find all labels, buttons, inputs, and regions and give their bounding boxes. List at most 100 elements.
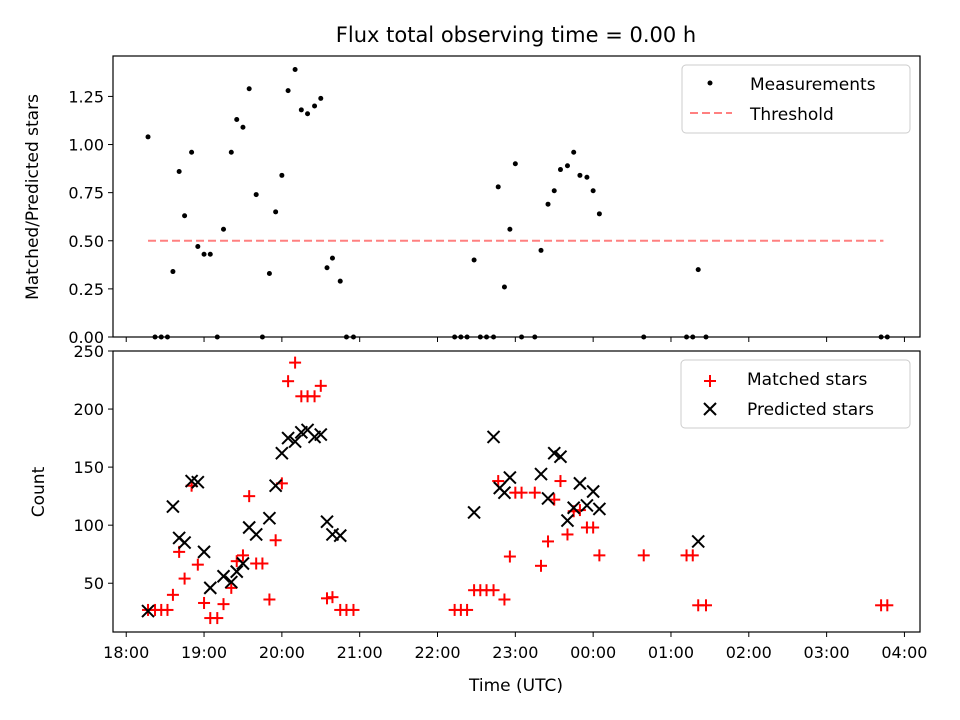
top-ytick-label: 0.75	[68, 184, 104, 203]
legend-measurements-marker	[707, 80, 713, 86]
matched-star-point	[881, 599, 894, 612]
bottom-axes-frame	[112, 350, 921, 633]
measurement-point	[207, 251, 213, 257]
measurement-point	[695, 267, 701, 273]
predicted-star-point	[166, 499, 180, 514]
matched-star-point	[236, 549, 249, 562]
xtick-label: 01:00	[648, 643, 694, 662]
measurement-point	[246, 86, 252, 92]
matched-star-point	[542, 535, 555, 548]
predicted-star-point	[275, 446, 289, 460]
matched-star-point	[198, 596, 211, 609]
predicted-star-point	[230, 564, 244, 579]
predicted-star-point	[177, 535, 192, 550]
matched-star-point	[593, 549, 606, 562]
measurement-point	[329, 255, 335, 261]
predicted-star-point	[560, 513, 575, 528]
legend-measurements-label: Measurements	[750, 75, 876, 95]
predicted-star-point	[216, 569, 231, 583]
measurement-point	[571, 149, 577, 155]
predicted-star-point	[288, 434, 302, 449]
bottom-panel: 50 100 150 200 250 18:00 19:00 20:00 21:00 22:00…	[29, 342, 927, 696]
measurement-point	[305, 111, 311, 117]
xtick-label: 21:00	[337, 643, 383, 662]
matched-star-point	[347, 603, 360, 616]
top-ytick-label: 1.25	[68, 87, 104, 106]
legend-matched-marker	[704, 375, 716, 387]
top-panel: 0.00 0.25 0.50 0.75 1.00 1.25 Matched/Predict…	[23, 55, 921, 347]
measurement-point	[176, 168, 182, 174]
legend-predicted-marker	[703, 402, 717, 416]
xtick-label: 23:00	[492, 643, 538, 662]
matched-star-point	[686, 549, 699, 562]
matched-star-point	[699, 599, 712, 612]
matched-star-point	[535, 559, 548, 572]
matched-star-point	[308, 390, 321, 403]
matched-star-point	[561, 528, 574, 541]
xtick-label: 18:00	[103, 643, 149, 662]
top-data-layer	[145, 66, 890, 340]
bottom-legend: Matched stars Predicted stars	[680, 359, 911, 429]
bottom-ytick-label: 100	[73, 516, 104, 535]
matched-star-point	[554, 475, 567, 488]
legend-matched-label: Matched stars	[747, 370, 867, 390]
measurement-point	[545, 201, 551, 207]
top-axes-frame	[112, 55, 921, 338]
measurement-point	[221, 226, 227, 232]
xtick-label: 00:00	[570, 643, 616, 662]
measurement-point	[170, 269, 176, 275]
measurement-point	[471, 257, 477, 263]
predicted-star-point	[691, 534, 705, 549]
measurement-point	[201, 251, 207, 257]
matched-star-point	[225, 581, 238, 594]
legend-threshold-label: Threshold	[749, 105, 834, 125]
top-ytick-label: 0.50	[68, 232, 104, 251]
measurement-point	[273, 209, 279, 215]
bottom-ytick-label: 200	[73, 400, 104, 419]
top-y-ticks: 0.00 0.25 0.50 0.75 1.00 1.25	[68, 87, 113, 347]
predicted-star-point	[573, 476, 587, 491]
matched-star-point	[487, 584, 500, 597]
matched-star-point	[166, 588, 179, 601]
measurement-point	[234, 117, 240, 123]
predicted-star-point	[197, 545, 211, 559]
predicted-star-point	[141, 604, 155, 618]
matched-star-point	[314, 379, 327, 392]
measurement-point	[501, 284, 507, 290]
matched-star-point	[515, 486, 528, 499]
measurement-point	[145, 134, 151, 140]
predicted-star-point	[281, 431, 295, 445]
predicted-star-point	[249, 527, 263, 542]
top-ytick-label: 0.00	[68, 328, 104, 347]
bottom-y-axis-label: Count	[29, 466, 49, 517]
measurement-point	[189, 149, 195, 155]
measurement-point	[564, 163, 570, 169]
measurement-point	[228, 149, 234, 155]
measurement-point	[253, 192, 259, 198]
matched-star-point	[528, 486, 541, 499]
measurement-point	[596, 211, 602, 217]
predicted-star-point	[320, 514, 334, 529]
bottom-data-layer	[141, 356, 894, 625]
predicted-star-point	[547, 446, 561, 460]
xtick-label: 22:00	[414, 643, 460, 662]
matched-star-point	[161, 603, 174, 616]
matched-star-point	[191, 558, 204, 571]
predicted-star-point	[497, 485, 512, 500]
predicted-star-point	[268, 478, 283, 493]
matched-star-point	[637, 549, 650, 562]
matched-star-point	[503, 550, 516, 563]
top-y-axis-label: Matched/Predicted stars	[23, 94, 43, 300]
top-legend-box	[681, 64, 911, 134]
predicted-star-point	[580, 498, 594, 513]
predicted-star-point	[191, 475, 205, 489]
measurement-point	[538, 247, 544, 253]
predicted-star-point	[467, 505, 481, 520]
measurement-point	[292, 66, 298, 72]
measurement-point	[240, 124, 246, 130]
top-x-ticks	[125, 337, 905, 342]
matched-star-point	[263, 593, 276, 606]
bottom-ytick-label: 150	[73, 458, 104, 477]
measurement-point	[590, 188, 596, 194]
